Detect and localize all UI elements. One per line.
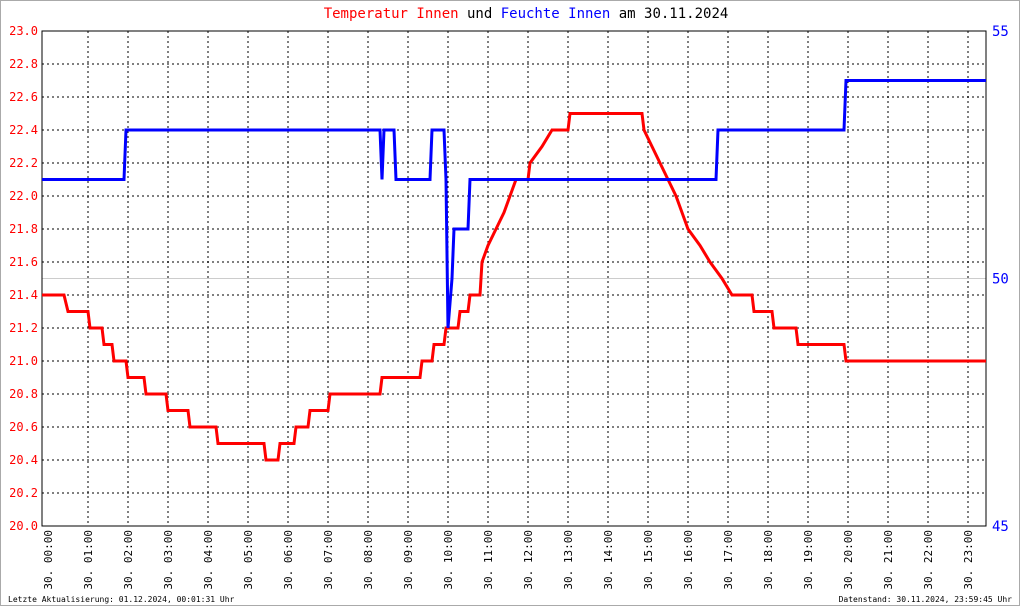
x-tick-label: 30. 09:00 <box>402 530 415 590</box>
x-tick-label: 30. 15:00 <box>642 530 655 590</box>
title-part: am 30.11.2024 <box>619 6 729 22</box>
x-tick-label: 30. 04:00 <box>202 530 215 590</box>
x-tick-label: 30. 08:00 <box>362 530 375 590</box>
y-tick-label: 20.8 <box>9 387 38 401</box>
y-tick-label: 22.6 <box>9 90 38 104</box>
x-tick-label: 30. 18:00 <box>762 530 775 590</box>
title-series-2: Feuchte Innen <box>501 6 611 22</box>
series-line <box>42 112 986 462</box>
x-tick-label: 30. 13:00 <box>562 530 575 590</box>
x-tick-label: 30. 22:00 <box>922 530 935 590</box>
x-tick-label: 30. 20:00 <box>842 530 855 590</box>
y-tick-label: 21.8 <box>9 222 38 236</box>
x-tick-label: 30. 03:00 <box>162 530 175 590</box>
x-tick-label: 30. 14:00 <box>602 530 615 590</box>
x-tick-label: 30. 16:00 <box>682 530 695 590</box>
x-tick-label: 30. 06:00 <box>282 530 295 590</box>
x-tick-label: 30. 11:00 <box>482 530 495 590</box>
y2-tick-label: 45 <box>992 519 1009 535</box>
y-tick-label: 21.6 <box>9 255 38 269</box>
y-tick-label: 22.2 <box>9 156 38 170</box>
footer-left: Letzte Aktualisierung: 01.12.2024, 00:01… <box>8 595 235 604</box>
y-tick-label: 20.2 <box>9 486 38 500</box>
y-tick-label: 22.8 <box>9 57 38 71</box>
y-tick-label: 23.0 <box>9 24 38 38</box>
y-tick-label: 20.6 <box>9 420 38 434</box>
title-part: und <box>467 6 492 22</box>
footer-right: Datenstand: 30.11.2024, 23:59:45 Uhr <box>839 595 1013 604</box>
y2-tick-label: 55 <box>992 24 1009 40</box>
plot-area <box>41 30 987 527</box>
y-tick-label: 22.4 <box>9 123 38 137</box>
x-tick-label: 30. 17:00 <box>722 530 735 590</box>
chart-title: Temperatur Innen und Feuchte Innen am 30… <box>324 6 729 22</box>
x-tick-label: 30. 21:00 <box>882 530 895 590</box>
y-tick-label: 22.0 <box>9 189 38 203</box>
x-tick-label: 30. 19:00 <box>802 530 815 590</box>
x-tick-label: 30. 05:00 <box>242 530 255 590</box>
y-tick-label: 21.2 <box>9 321 38 335</box>
y-tick-label: 21.0 <box>9 354 38 368</box>
x-tick-label: 30. 10:00 <box>442 530 455 590</box>
x-tick-label: 30. 23:00 <box>962 530 975 590</box>
y2-tick-label: 50 <box>992 272 1009 288</box>
x-tick-label: 30. 12:00 <box>522 530 535 590</box>
x-tick-label: 30. 02:00 <box>122 530 135 590</box>
title-series-1: Temperatur Innen <box>324 6 459 22</box>
y-tick-label: 20.0 <box>9 519 38 533</box>
y-tick-label: 20.4 <box>9 453 38 467</box>
y-tick-label: 21.4 <box>9 288 38 302</box>
x-tick-label: 30. 07:00 <box>322 530 335 590</box>
series-line <box>42 79 986 329</box>
x-tick-label: 30. 01:00 <box>82 530 95 590</box>
x-tick-label: 30. 00:00 <box>42 530 55 590</box>
